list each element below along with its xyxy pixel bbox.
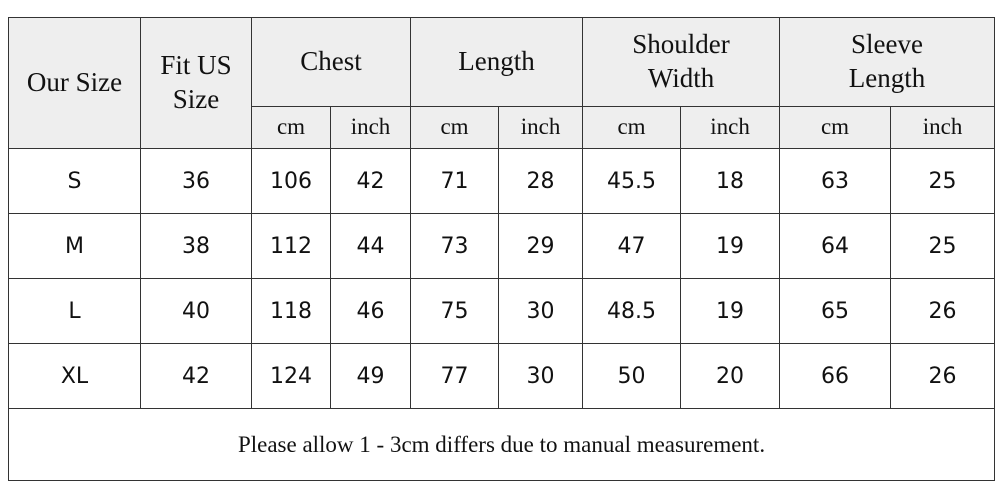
cell: 42	[140, 343, 252, 409]
header-text: Fit US Size	[160, 50, 232, 114]
column-header: Chest	[250, 17, 412, 107]
cell: 26	[890, 278, 996, 344]
cell: 26	[890, 343, 996, 409]
column-header: Shoulder Width	[582, 17, 781, 107]
column-header: Length	[410, 17, 584, 107]
cell: 38	[140, 213, 252, 279]
column-header: Our Size	[8, 17, 141, 149]
cell: 124	[251, 343, 331, 409]
cell: 28	[498, 148, 584, 214]
cell: 50	[582, 343, 682, 409]
cell: L	[8, 278, 141, 344]
cell: 42	[329, 148, 412, 214]
header-text: Shoulder Width	[632, 29, 730, 93]
data-row: S 36 106 42 71 28 45.5 18 63 25	[8, 148, 996, 214]
cell: 45.5	[582, 148, 682, 214]
cell: 49	[329, 343, 412, 409]
note-row: Please allow 1 - 3cm differs due to manu…	[7, 408, 996, 481]
cell: 106	[251, 148, 331, 214]
cell: 30	[498, 343, 584, 409]
cell: 19	[680, 278, 781, 344]
header-text: Our Size	[26, 67, 123, 98]
cell: 77	[410, 343, 500, 409]
cell: 63	[779, 148, 892, 214]
cell: 25	[890, 148, 996, 214]
data-row: M 38 112 44 73 29 47 19 64 25	[8, 213, 996, 279]
column-header: Fit US Size	[140, 17, 252, 149]
note: Please allow 1 - 3cm differs due to manu…	[7, 408, 996, 481]
header-row: Our Size Fit US Size Chest Length Shoulder W…	[8, 17, 996, 149]
data-row: L 40 118 46 75 30 48.5 19 65 26	[8, 278, 996, 344]
cell: 118	[251, 278, 331, 344]
unit-header: cm	[779, 106, 892, 149]
cell: 48.5	[582, 278, 682, 344]
unit-header: inch	[680, 106, 781, 149]
cell: 40	[140, 278, 252, 344]
size-table: Our Size Fit US Size Chest Length Shoulder W…	[7, 17, 996, 481]
unit-header: inch	[890, 106, 996, 149]
unit-header: inch	[329, 106, 412, 149]
cell: 73	[410, 213, 500, 279]
cell: 36	[140, 148, 252, 214]
cell: 64	[779, 213, 892, 279]
cell: 75	[410, 278, 500, 344]
cell: 25	[890, 213, 996, 279]
cell: 19	[680, 213, 781, 279]
cell: 18	[680, 148, 781, 214]
cell: 71	[410, 148, 500, 214]
cell: 30	[498, 278, 584, 344]
unit-header: cm	[251, 106, 331, 149]
cell: 44	[329, 213, 412, 279]
unit-header: inch	[498, 106, 584, 149]
cell: 46	[329, 278, 412, 344]
cell: 29	[498, 213, 584, 279]
size-chart: Our Size Fit US Size Chest Length Shoulder W…	[7, 17, 996, 481]
header-text: Sleeve Length	[848, 29, 926, 93]
header-text: Length	[458, 46, 535, 77]
cell: 65	[779, 278, 892, 344]
cell: 66	[779, 343, 892, 409]
cell: 47	[582, 213, 682, 279]
unit-row: cm inch cm inch cm inch cm inch	[9, 106, 996, 149]
cell: S	[8, 148, 141, 214]
cell: 20	[680, 343, 781, 409]
column-header: Sleeve Length	[779, 17, 996, 107]
data-row: XL 42 124 49 77 30 50 20 66 26	[8, 343, 996, 409]
cell: M	[8, 213, 141, 279]
header-text: Chest	[300, 46, 362, 77]
cell: 112	[251, 213, 331, 279]
unit-header: cm	[582, 106, 682, 149]
cell: XL	[8, 343, 141, 409]
unit-header: cm	[410, 106, 500, 149]
